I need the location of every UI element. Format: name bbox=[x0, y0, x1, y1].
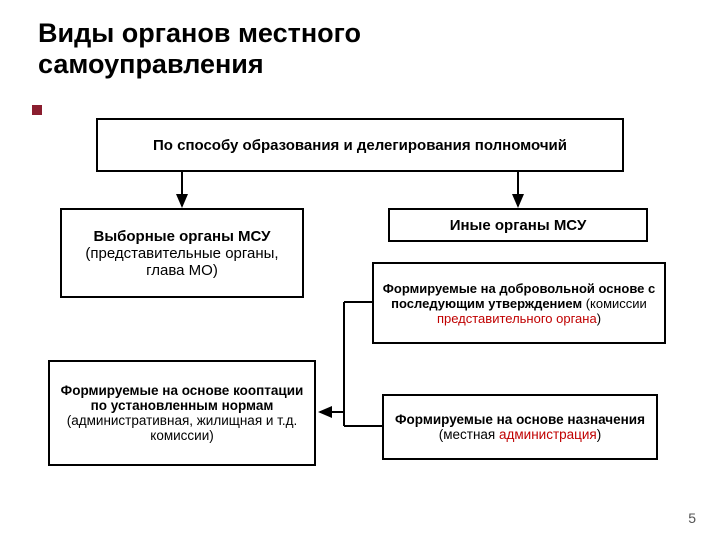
box-left-1-plain: (представительные органы, глава МО) bbox=[85, 245, 278, 279]
box-left-2: Формируемые на основе кооптации по устан… bbox=[48, 360, 316, 466]
box-right-3-bold: Формируемые на основе назначения bbox=[395, 412, 645, 427]
accent-square bbox=[32, 105, 42, 115]
box-right-2-red: представительного органа bbox=[437, 311, 597, 326]
box-left-2-bold: Формируемые на основе кооптации по устан… bbox=[61, 383, 304, 413]
box-right-3-plain1: (местная bbox=[439, 427, 499, 442]
box-right-1-text: Иные органы МСУ bbox=[398, 217, 638, 234]
box-left-2-plain: (административная, жилищная и т.д. комис… bbox=[67, 413, 298, 443]
box-right-2-plain1: (комиссии bbox=[582, 296, 647, 311]
box-right-3-text: Формируемые на основе назначения (местна… bbox=[392, 412, 648, 442]
box-left-2-text: Формируемые на основе кооптации по устан… bbox=[58, 383, 306, 443]
box-right-3: Формируемые на основе назначения (местна… bbox=[382, 394, 658, 460]
box-right-2: Формируемые на добровольной основе с пос… bbox=[372, 262, 666, 344]
title-line-2: самоуправления bbox=[38, 49, 264, 79]
box-left-1-bold: Выборные органы МСУ bbox=[93, 228, 270, 245]
page-number: 5 bbox=[688, 510, 696, 526]
box-right-2-text: Формируемые на добровольной основе с пос… bbox=[382, 281, 656, 326]
box-right-2-plain2: ) bbox=[597, 311, 601, 326]
box-left-1-text: Выборные органы МСУ (представительные ор… bbox=[70, 228, 294, 279]
box-right-3-red: администрация bbox=[499, 427, 597, 442]
title-line-1: Виды органов местного bbox=[38, 18, 361, 48]
box-left-1: Выборные органы МСУ (представительные ор… bbox=[60, 208, 304, 298]
box-top-text: По способу образования и делегирования п… bbox=[106, 137, 614, 154]
page-title: Виды органов местного самоуправления bbox=[38, 18, 361, 80]
box-right-1: Иные органы МСУ bbox=[388, 208, 648, 242]
box-top: По способу образования и делегирования п… bbox=[96, 118, 624, 172]
box-right-3-plain2: ) bbox=[597, 427, 602, 442]
